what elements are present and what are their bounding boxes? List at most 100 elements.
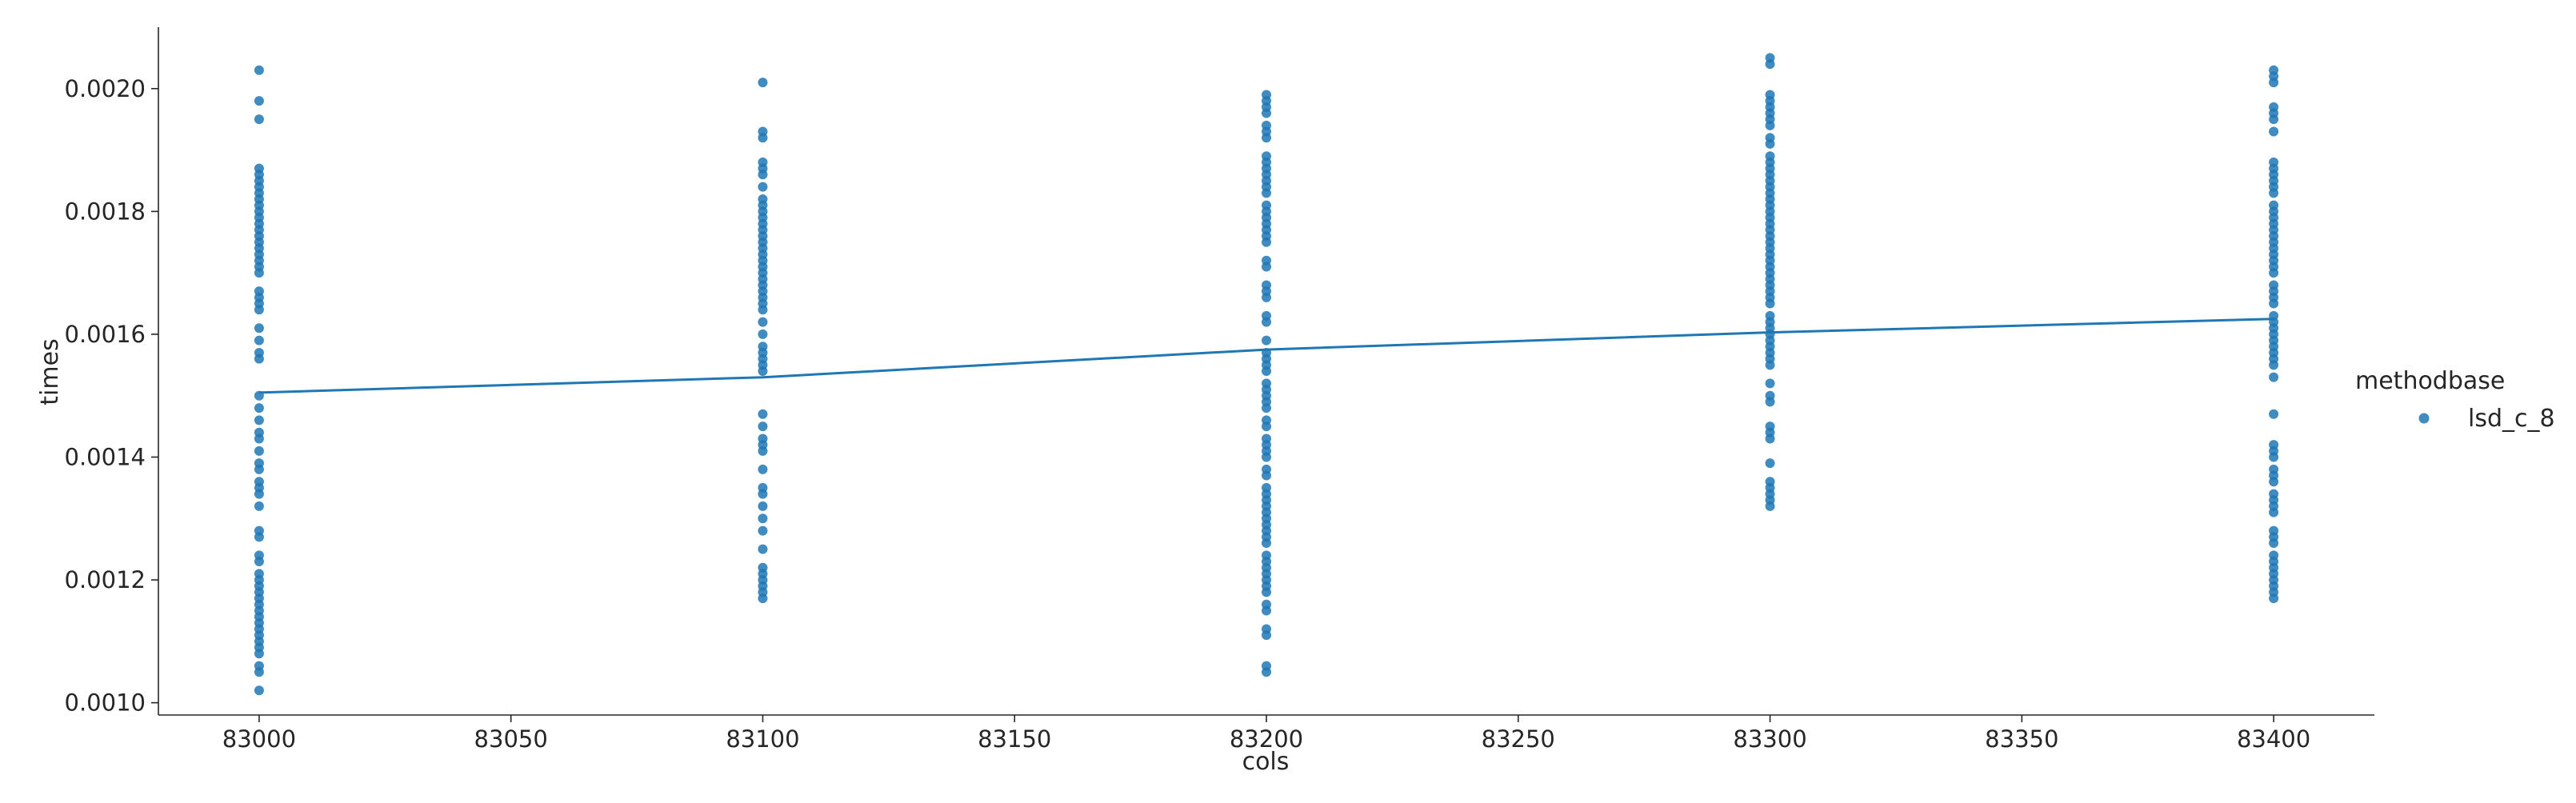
data-point <box>1262 262 1271 272</box>
data-point <box>254 532 264 542</box>
data-point <box>758 525 768 536</box>
data-point <box>758 513 768 524</box>
data-point <box>2269 78 2279 88</box>
data-point <box>1262 667 1271 677</box>
data-point <box>1765 298 1775 309</box>
data-point <box>1262 335 1271 346</box>
data-point <box>758 445 768 456</box>
data-point <box>758 489 768 499</box>
legend-label-lsd_c_8: lsd_c_8 <box>2468 405 2555 433</box>
data-point <box>254 96 264 106</box>
data-point <box>1262 403 1271 413</box>
y-tick-label: 0.0012 <box>65 566 146 593</box>
series-line-lsd_c_8 <box>258 318 2274 394</box>
x-tick-label: 83350 <box>1985 725 2058 753</box>
y-tick-label: 0.0014 <box>65 444 146 471</box>
y-tick-label: 0.0018 <box>65 198 146 225</box>
legend-marker-lsd_c_8 <box>2418 413 2430 424</box>
data-point <box>758 593 768 604</box>
data-point <box>2269 188 2279 198</box>
data-point <box>254 305 264 315</box>
data-point <box>254 323 264 334</box>
data-point <box>1262 188 1271 198</box>
x-tick-label: 83150 <box>978 725 1051 753</box>
data-point <box>2269 477 2279 487</box>
data-point <box>254 557 264 567</box>
data-point <box>758 501 768 511</box>
data-point <box>254 65 264 75</box>
data-point <box>2269 452 2279 462</box>
data-point <box>1765 378 1775 389</box>
data-point <box>254 335 264 346</box>
data-point <box>254 685 264 696</box>
data-point <box>254 649 264 659</box>
x-tick-label: 83400 <box>2237 725 2310 753</box>
data-point <box>1765 59 1775 70</box>
y-axis-label: times <box>36 338 64 405</box>
data-point <box>1765 138 1775 149</box>
data-point <box>254 403 264 413</box>
x-tick-label: 83200 <box>1230 725 1303 753</box>
data-point <box>1262 237 1271 247</box>
x-tick-label: 83050 <box>474 725 548 753</box>
data-point <box>2269 538 2279 548</box>
data-point <box>758 133 768 143</box>
y-tick-label: 0.0020 <box>65 75 146 102</box>
data-point <box>1262 587 1271 597</box>
data-point <box>758 78 768 88</box>
data-point <box>254 445 264 456</box>
data-point <box>1262 366 1271 376</box>
data-point <box>1765 120 1775 130</box>
data-point <box>2269 298 2279 309</box>
data-point <box>254 433 264 444</box>
data-point <box>1262 452 1271 462</box>
legend-title: methodbase <box>2355 367 2505 395</box>
data-point <box>254 114 264 125</box>
data-point <box>1765 397 1775 407</box>
x-tick-label: 83250 <box>1482 725 1555 753</box>
data-point <box>254 501 264 511</box>
data-point <box>758 409 768 419</box>
data-point <box>254 667 264 677</box>
x-tick-label: 83000 <box>222 725 296 753</box>
x-axis-label: cols <box>1242 748 1290 776</box>
y-tick-label: 0.0016 <box>65 321 146 348</box>
data-point <box>1262 108 1271 118</box>
data-point <box>254 268 264 278</box>
data-point <box>254 354 264 364</box>
data-point <box>758 182 768 192</box>
axes: 83000 83050 83100 83150 83200 83250 83300 83350… <box>65 27 2374 753</box>
data-point <box>758 329 768 339</box>
data-point <box>1262 605 1271 616</box>
data-point <box>254 464 264 474</box>
trend-lines <box>258 318 2274 394</box>
data-point <box>1262 133 1271 143</box>
data-point <box>1262 317 1271 327</box>
data-point <box>758 170 768 180</box>
data-point <box>1262 470 1271 481</box>
data-point <box>2269 126 2279 137</box>
data-point <box>2269 593 2279 604</box>
x-tick-label: 83100 <box>726 725 799 753</box>
data-point <box>2269 372 2279 382</box>
data-point <box>758 464 768 474</box>
data-point <box>1765 501 1775 511</box>
data-point <box>1262 630 1271 641</box>
data-point <box>2269 268 2279 278</box>
data-point <box>758 366 768 376</box>
x-tick-label: 83300 <box>1733 725 1806 753</box>
y-tick-label: 0.0010 <box>65 689 146 717</box>
data-point <box>1765 433 1775 444</box>
data-point <box>2269 409 2279 419</box>
data-point <box>758 544 768 554</box>
data-point <box>1765 360 1775 370</box>
data-point <box>1765 458 1775 469</box>
data-point <box>2269 360 2279 370</box>
data-point <box>254 415 264 425</box>
data-point <box>758 305 768 315</box>
data-point <box>1262 292 1271 302</box>
data-point <box>254 489 264 499</box>
data-point <box>1262 538 1271 548</box>
data-point <box>2269 507 2279 517</box>
